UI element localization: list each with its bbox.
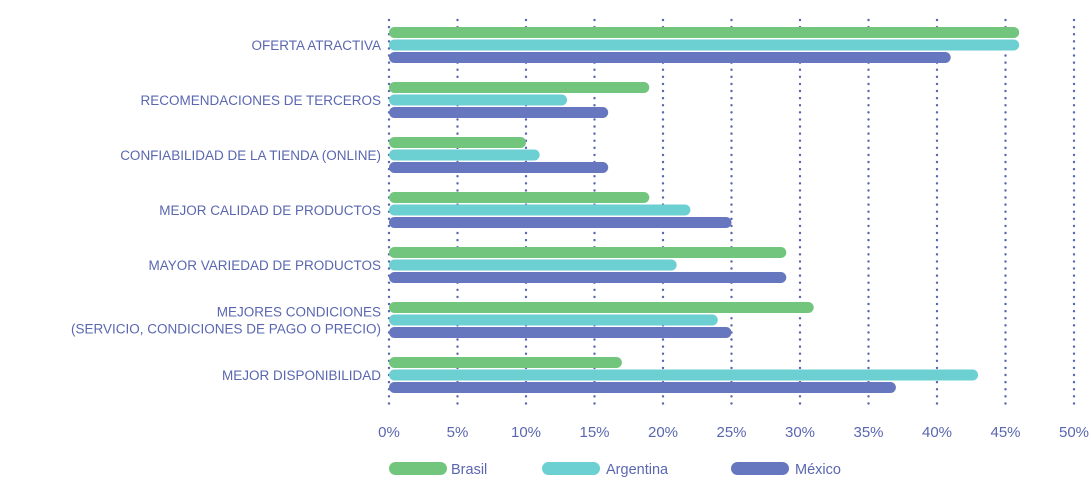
tick-label-1: 5% [447, 424, 469, 441]
bar-2-2 [389, 162, 608, 173]
bar-3-2 [389, 217, 732, 228]
category-label-0: OFERTA ATRACTIVA [251, 38, 381, 53]
bar-3-1 [389, 205, 690, 216]
category-label-6: MEJOR DISPONIBILIDAD [222, 368, 381, 383]
legend-label-1: Argentina [606, 462, 669, 478]
tick-label-3: 15% [579, 424, 609, 441]
tick-label-9: 45% [990, 424, 1020, 441]
tick-label-0: 0% [378, 424, 400, 441]
bar-5-2 [389, 327, 732, 338]
bar-0-0 [389, 27, 1019, 38]
tick-label-4: 20% [648, 424, 678, 441]
legend-swatch-1 [542, 462, 600, 475]
category-label-1: RECOMENDACIONES DE TERCEROS [140, 93, 381, 108]
bar-5-1 [389, 315, 718, 326]
bars-layer [389, 27, 1019, 393]
bar-4-2 [389, 272, 786, 283]
x-tick-labels: 0% 5% 10% 15% 20% 25% 30% 35% 40% 45% 50% [378, 424, 1089, 441]
bar-2-0 [389, 137, 526, 148]
tick-label-7: 35% [853, 424, 883, 441]
bar-6-1 [389, 370, 978, 381]
legend-swatch-0 [389, 462, 447, 475]
tick-label-10: 50% [1059, 424, 1089, 441]
legend: Brasil Argentina México [389, 462, 841, 478]
legend-swatch-2 [731, 462, 789, 475]
bar-4-1 [389, 260, 677, 271]
category-label-2: CONFIABILIDAD DE LA TIENDA (ONLINE) [120, 148, 381, 163]
tick-label-5: 25% [716, 424, 746, 441]
bar-2-1 [389, 150, 540, 161]
tick-label-2: 10% [511, 424, 541, 441]
tick-label-8: 40% [922, 424, 952, 441]
bar-4-0 [389, 247, 786, 258]
bar-6-0 [389, 357, 622, 368]
bar-0-1 [389, 40, 1019, 51]
legend-label-2: México [795, 462, 841, 478]
bar-5-0 [389, 302, 814, 313]
category-label-4: MAYOR VARIEDAD DE PRODUCTOS [148, 258, 381, 273]
bar-1-0 [389, 82, 649, 93]
bar-1-2 [389, 107, 608, 118]
bar-6-2 [389, 382, 896, 393]
bar-1-1 [389, 95, 567, 106]
tick-label-6: 30% [785, 424, 815, 441]
legend-label-0: Brasil [451, 462, 487, 478]
category-labels: OFERTA ATRACTIVA RECOMENDACIONES DE TERCE… [71, 38, 381, 383]
category-label-3: MEJOR CALIDAD DE PRODUCTOS [159, 203, 381, 218]
bar-0-2 [389, 52, 951, 63]
category-label-5: MEJORES CONDICIONES (SERVICIO, CONDICIONE… [71, 305, 381, 337]
bar-3-0 [389, 192, 649, 203]
